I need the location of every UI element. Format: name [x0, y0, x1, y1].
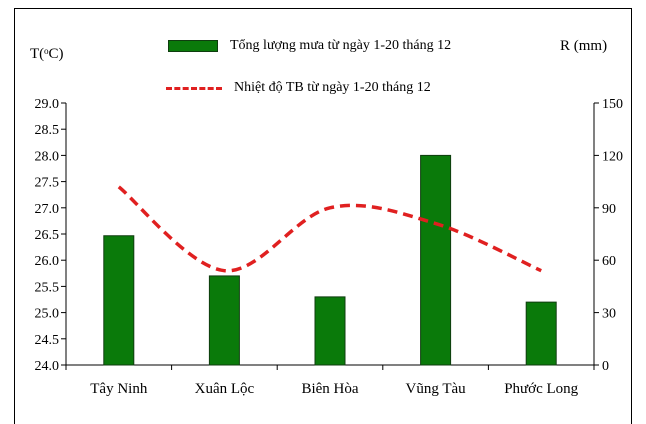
legend-item-rainfall: Tổng lượng mưa từ ngày 1-20 tháng 12: [168, 38, 451, 54]
category-label: Phước Long: [504, 381, 578, 397]
legend-rainfall-swatch: [168, 40, 218, 52]
right-axis-title: R (mm): [560, 38, 608, 54]
rainfall-bar: [103, 235, 135, 366]
rainfall-bar: [208, 275, 240, 366]
right-tick-label: 0: [602, 359, 609, 374]
legend-temperature-swatch: [166, 86, 222, 90]
left-tick-label: 26.0: [35, 254, 60, 269]
right-tick-label: 60: [602, 254, 616, 269]
left-tick-label: 28.5: [35, 123, 60, 138]
right-tick-label: 150: [602, 97, 623, 112]
chart-frame: [14, 8, 632, 424]
right-tick-label: 120: [602, 149, 623, 164]
left-tick-label: 25.0: [35, 307, 60, 322]
left-tick-label: 26.5: [35, 228, 60, 243]
right-tick-label: 90: [602, 202, 616, 217]
left-tick-label: 28.0: [35, 149, 60, 164]
category-label: Tây Ninh: [90, 381, 148, 397]
category-label: Vũng Tàu: [406, 381, 467, 397]
category-label: Xuân Lộc: [195, 381, 255, 397]
temperature-line: [117, 185, 542, 273]
left-tick-label: 24.5: [35, 333, 60, 348]
legend-rainfall-label: Tổng lượng mưa từ ngày 1-20 tháng 12: [230, 38, 452, 53]
rainfall-bar: [314, 296, 346, 366]
rainfall-bar: [420, 154, 452, 366]
right-tick-label: 30: [602, 307, 616, 322]
left-axis-title: T(ᵒC): [30, 46, 64, 62]
category-label: Biên Hòa: [301, 381, 358, 397]
legend-item-temperature: Nhiệt độ TB từ ngày 1-20 tháng 12: [166, 80, 431, 96]
rainfall-bar: [525, 301, 557, 366]
legend-temperature-label: Nhiệt độ TB từ ngày 1-20 tháng 12: [234, 80, 431, 95]
left-tick-label: 25.5: [35, 280, 60, 295]
left-tick-label: 27.0: [35, 202, 60, 217]
left-tick-label: 27.5: [35, 176, 60, 191]
left-tick-label: 29.0: [35, 97, 60, 112]
left-tick-label: 24.0: [35, 359, 60, 374]
